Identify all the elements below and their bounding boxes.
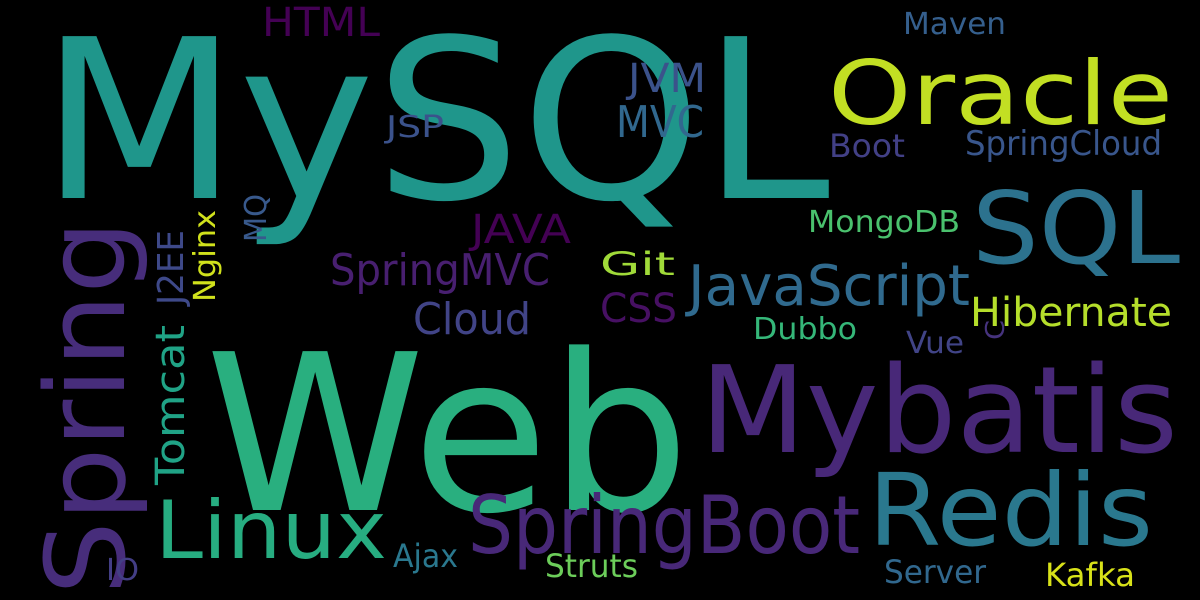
word-jvm: JVM: [625, 56, 706, 102]
word-git: Git: [600, 245, 675, 283]
word-jsp: JSP: [383, 110, 444, 145]
word-io: IO: [106, 553, 139, 588]
word-html: HTML: [262, 0, 381, 46]
word-boot: Boot: [829, 127, 905, 165]
word-redis: Redis: [868, 452, 1153, 569]
word-j2ee: J2EE: [151, 230, 192, 307]
word-kafka: Kafka: [1045, 556, 1135, 594]
word-springmvc: SpringMVC: [330, 245, 550, 296]
word-web: Web: [205, 309, 690, 562]
word-javascript: JavaScript: [685, 254, 970, 319]
word-oracle: Oracle: [828, 42, 1173, 145]
word-ajax: Ajax: [393, 537, 458, 575]
word-hibernate: Hibernate: [970, 290, 1172, 336]
word-maven: Maven: [903, 7, 1006, 42]
word-server: Server: [884, 553, 987, 591]
word-mongodb: MongoDB: [808, 205, 960, 240]
word-c: C: [981, 320, 1011, 340]
word-tomcat: Tomcat: [148, 325, 194, 486]
word-dubbo: Dubbo: [753, 312, 857, 347]
word-mq: MQ: [239, 194, 274, 242]
word-css: CSS: [600, 286, 677, 332]
word-spring: Spring: [22, 220, 150, 595]
word-linux: Linux: [155, 484, 387, 577]
word-mysql: MySQL: [40, 0, 830, 251]
word-cloud: Cloud: [413, 294, 531, 345]
word-mybatis: Mybatis: [700, 342, 1178, 481]
word-mvc: MVC: [616, 97, 704, 148]
word-java: JAVA: [468, 207, 572, 253]
word-nginx: Nginx: [188, 210, 223, 302]
word-vue: Vue: [906, 326, 964, 361]
word-springcloud: SpringCloud: [965, 124, 1162, 164]
word-sql: SQL: [972, 170, 1180, 287]
word-springboot: SpringBoot: [468, 479, 860, 572]
word-struts: Struts: [545, 547, 638, 585]
